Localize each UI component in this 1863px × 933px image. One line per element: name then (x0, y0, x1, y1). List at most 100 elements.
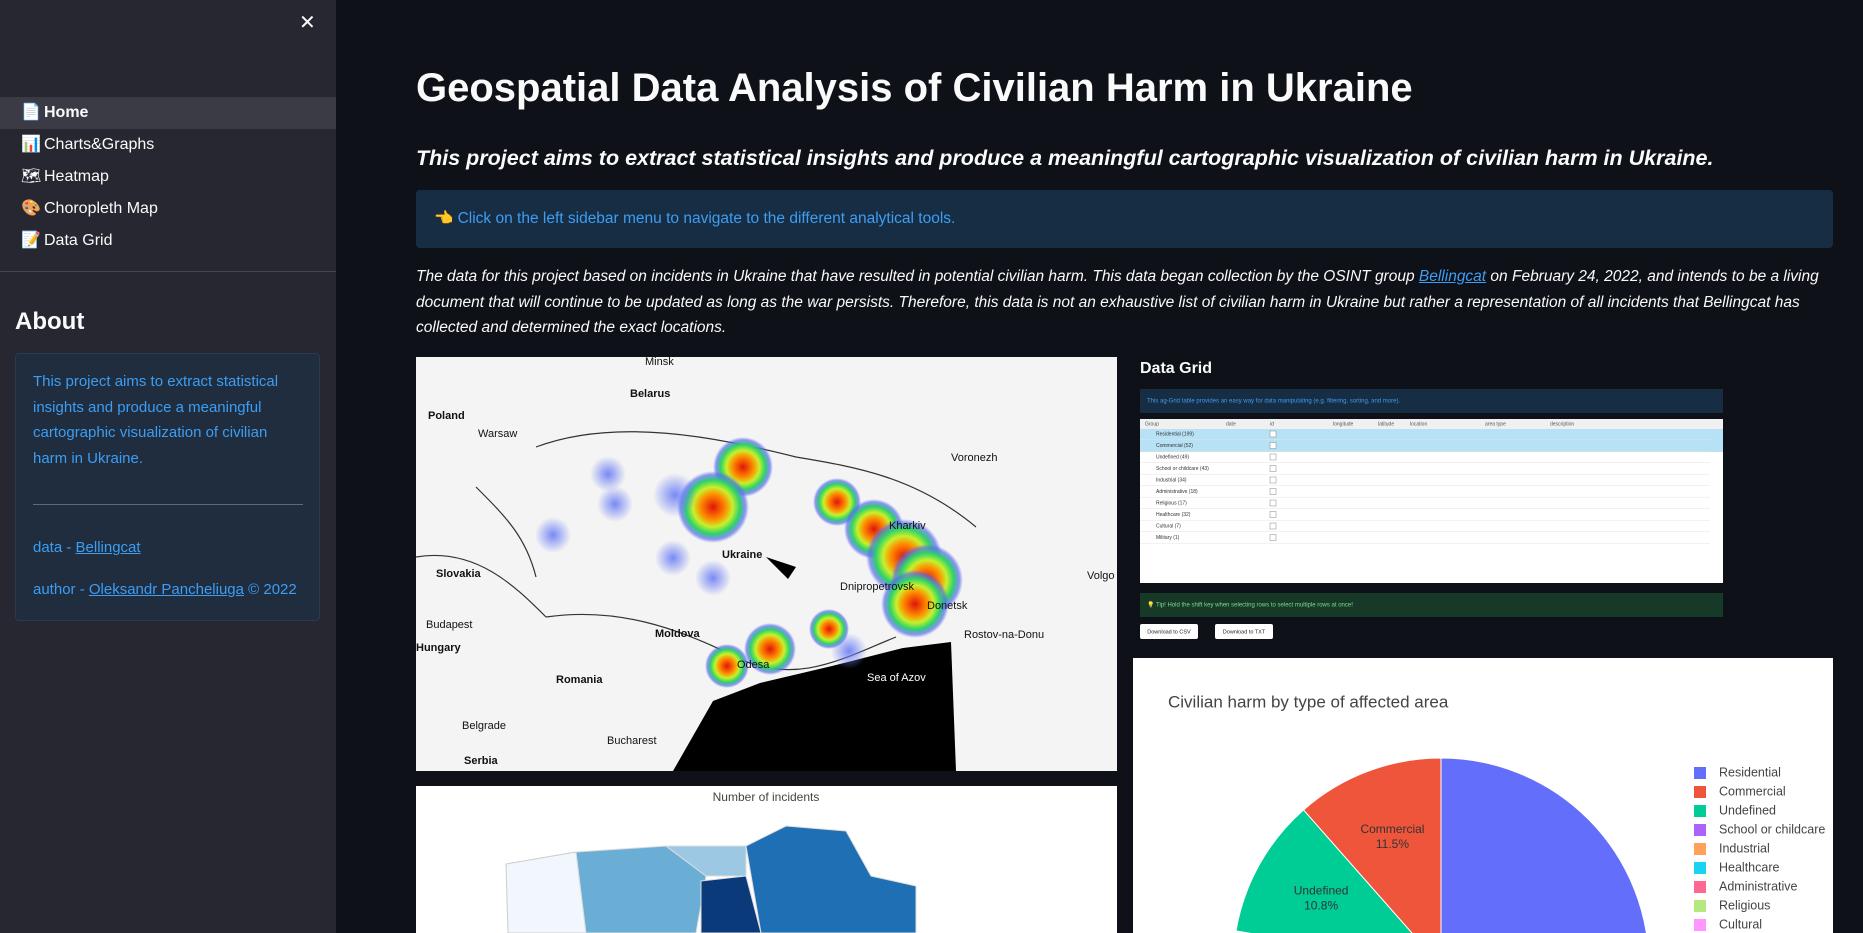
checkbox[interactable] (1269, 442, 1277, 449)
row-label: Cultural (7) (1156, 523, 1181, 529)
pie-slice (1235, 809, 1413, 933)
heat-blob (655, 540, 691, 576)
label: data - (33, 539, 76, 556)
legend-label: Healthcare (1719, 860, 1779, 874)
grid-title: Data Grid (1140, 360, 1212, 377)
button-label: Download to TXT (1223, 629, 1266, 635)
place-label: Belarus (630, 388, 670, 400)
place-label: Odesa (737, 659, 770, 671)
link[interactable]: Oleksandr Pancheliuga (88, 581, 244, 598)
pie-chart-panel: Civilian harm by type of affected area C… (1133, 658, 1833, 933)
about-box: This project aims to extract statistical… (15, 353, 320, 621)
page-title: Geospatial Data Analysis of Civilian Har… (416, 66, 1413, 110)
place-label: Dnipropetrovsk (840, 581, 914, 593)
legend-label: Industrial (1719, 841, 1770, 855)
region (745, 825, 917, 933)
download-button[interactable] (1140, 624, 1198, 639)
legend-label: Religious (1719, 898, 1770, 912)
checkbox[interactable] (1269, 488, 1277, 495)
about-text: This project aims to extract statistical… (33, 373, 279, 467)
checkbox[interactable] (1269, 499, 1277, 507)
sidebar: ✕ 📄 Home 📊 Charts&Graphs 🗺 Heatmap 🎨 Choropleth… (0, 0, 336, 933)
place-label: Volgo (1087, 570, 1115, 582)
place-label: Slovakia (436, 568, 482, 580)
nav-icon: 🎨 (21, 200, 41, 217)
column-header: area type (1485, 421, 1506, 427)
legend-swatch (1694, 767, 1706, 779)
row-label: Industrial (34) (1156, 477, 1187, 483)
text: on February 24, 2022, and intends to be … (416, 268, 1819, 336)
legend-swatch (1694, 824, 1706, 836)
nav-label: Data Grid (44, 232, 113, 249)
nav-icon: 📊 (21, 136, 41, 153)
place-label: Rostov-na-Donu (964, 629, 1044, 641)
label: © 2022 (243, 581, 297, 598)
legend-label: School or childcare (1719, 822, 1825, 836)
tip-text: 💡 Tip! Hold the shift key when selecting… (1147, 601, 1353, 609)
data-credit: data - Bellingcat (33, 539, 141, 556)
pie-title: Civilian harm by type of affected area (1168, 692, 1449, 711)
borders (416, 431, 977, 671)
row-label: Administrative (18) (1156, 489, 1198, 495)
region (505, 851, 587, 933)
checkbox[interactable] (1269, 453, 1277, 461)
column-header: id (1270, 421, 1274, 427)
grid-description: This ag-Grid table provides an easy way … (1147, 399, 1400, 405)
info-text: 👈 Click on the left sidebar menu to navi… (434, 210, 956, 227)
info-box: 👈 Click on the left sidebar menu to navi… (416, 190, 1833, 248)
place-label: Hungary (416, 642, 462, 654)
nav-item[interactable]: 📄 Home (0, 97, 336, 129)
heat-blob (705, 644, 749, 688)
legend-swatch (1694, 843, 1706, 855)
column-header: date (1226, 421, 1236, 427)
link[interactable]: Bellingcat (75, 539, 141, 556)
nav-icon: 🗺 (20, 168, 42, 185)
row-label: Religious (17) (1156, 500, 1187, 506)
checkbox[interactable] (1269, 430, 1277, 438)
checkbox[interactable] (1269, 534, 1277, 541)
choropleth-title: Number of incidents (713, 790, 820, 804)
place-label: Voronezh (951, 452, 997, 464)
place-label: Donetsk (927, 600, 968, 612)
text: The data for this project based on incid… (416, 268, 1419, 285)
legend-label: Residential (1719, 765, 1781, 779)
checkbox[interactable] (1269, 465, 1277, 472)
download-button[interactable] (1215, 624, 1273, 639)
heat-blob (695, 560, 731, 596)
button-label: Download to CSV (1147, 629, 1191, 635)
legend-swatch (1694, 919, 1706, 931)
nav-item[interactable]: 📝 Data Grid (0, 225, 336, 257)
heatmap-image: Minsk Belarus Poland Warsaw Voronezh Kharkiv U… (416, 357, 1117, 771)
checkbox[interactable] (1269, 522, 1277, 530)
selected-rows (1140, 429, 1723, 452)
black-sea (673, 642, 956, 771)
legend-swatch (1694, 786, 1706, 798)
description: The data for this project based on incid… (416, 264, 1836, 341)
legend-swatch (1694, 862, 1706, 874)
region (664, 845, 747, 877)
nav-icon: 📄 (21, 104, 41, 121)
heat-blob (597, 486, 633, 522)
heat-blob (831, 633, 867, 669)
nav-item[interactable]: 📊 Charts&Graphs (0, 129, 336, 161)
subtitle: This project aims to extract statistical… (416, 146, 1714, 170)
place-label: Sea of Azov (867, 672, 926, 684)
legend-swatch (1694, 900, 1706, 912)
nav-item[interactable]: 🗺 Heatmap (0, 161, 336, 193)
checkbox[interactable] (1269, 511, 1277, 518)
column-header: description (1550, 421, 1574, 427)
nav-label: Home (44, 104, 89, 121)
slice-label: Commercial (1360, 822, 1424, 836)
checkbox[interactable] (1269, 476, 1277, 484)
nav-label: Charts&Graphs (44, 136, 155, 153)
legend-swatch (1694, 805, 1706, 817)
info-box (1140, 389, 1723, 413)
choropleth-image: Number of incidents (416, 786, 1117, 933)
row-label: Military (1) (1156, 535, 1180, 541)
about-title: About (15, 308, 85, 335)
place-label: Minsk (645, 357, 674, 368)
close-button[interactable]: ✕ (299, 12, 316, 34)
link[interactable]: Bellingcat (1418, 268, 1487, 285)
row-label: Undefined (49) (1156, 454, 1189, 460)
nav-item[interactable]: 🎨 Choropleth Map (0, 193, 336, 225)
